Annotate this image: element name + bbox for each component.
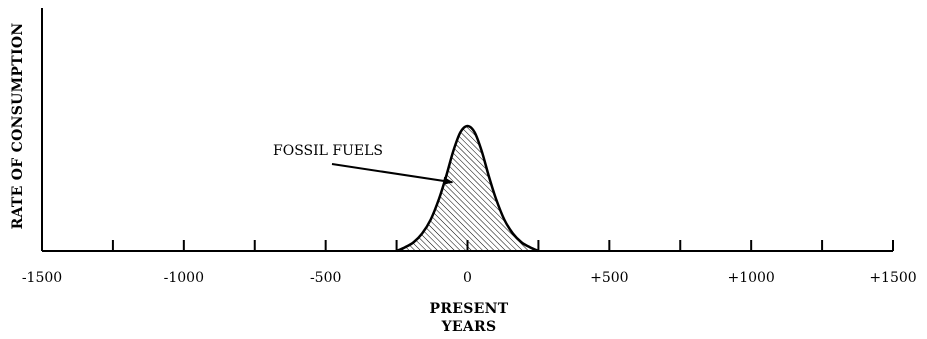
x-tick-label: -1000 xyxy=(164,270,204,286)
x-tick-label: -1500 xyxy=(22,270,62,286)
annotation-arrow xyxy=(331,163,454,185)
y-axis-title: RATE OF CONSUMPTION xyxy=(10,23,26,230)
x-tick-label: -500 xyxy=(310,270,341,286)
x-tick-label: +1000 xyxy=(727,270,774,286)
x-tick-label: +500 xyxy=(590,270,628,286)
x-tick-label: 0 xyxy=(463,270,472,286)
fossil-fuels-curve xyxy=(396,124,539,253)
x-tick-label: +1500 xyxy=(869,270,916,286)
fossil-fuels-label: FOSSIL FUELS xyxy=(273,143,383,159)
x-axis-title-line2: YEARS xyxy=(441,319,497,335)
x-axis-title-line1: PRESENT xyxy=(430,301,509,317)
fossil-fuels-area xyxy=(396,126,539,251)
